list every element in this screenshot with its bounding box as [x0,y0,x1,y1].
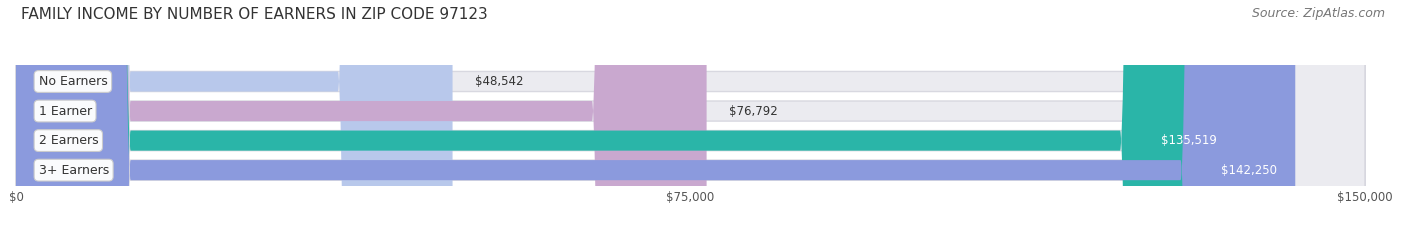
FancyBboxPatch shape [15,0,707,233]
FancyBboxPatch shape [15,0,1295,233]
FancyBboxPatch shape [15,0,1365,233]
Text: 2 Earners: 2 Earners [38,134,98,147]
FancyBboxPatch shape [15,0,453,233]
FancyBboxPatch shape [15,0,1365,233]
Text: 1 Earner: 1 Earner [38,105,91,117]
Text: $135,519: $135,519 [1161,134,1216,147]
FancyBboxPatch shape [15,0,1365,233]
Text: $48,542: $48,542 [475,75,523,88]
Text: 3+ Earners: 3+ Earners [38,164,108,177]
Text: No Earners: No Earners [38,75,107,88]
Text: Source: ZipAtlas.com: Source: ZipAtlas.com [1251,7,1385,20]
FancyBboxPatch shape [15,0,1234,233]
FancyBboxPatch shape [15,0,1365,233]
Text: FAMILY INCOME BY NUMBER OF EARNERS IN ZIP CODE 97123: FAMILY INCOME BY NUMBER OF EARNERS IN ZI… [21,7,488,22]
Text: $76,792: $76,792 [730,105,778,117]
Text: $142,250: $142,250 [1222,164,1277,177]
